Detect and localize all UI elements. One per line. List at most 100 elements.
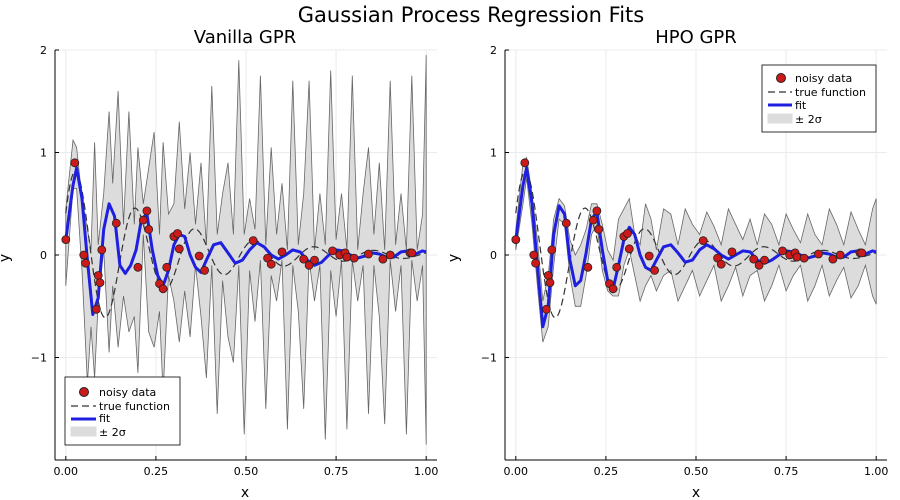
- figure-title: Gaussian Process Regression Fits: [298, 3, 644, 27]
- data-point: [162, 262, 172, 272]
- data-point: [857, 248, 867, 258]
- fit-line: [64, 166, 427, 316]
- y-tick-label: 1: [40, 147, 47, 160]
- data-point: [583, 262, 593, 272]
- data-point: [644, 251, 654, 261]
- x-tick-label: 0.25: [144, 465, 169, 478]
- fit-path: [64, 166, 427, 316]
- data-point: [623, 229, 632, 238]
- panel-hpo-gpr: HPO GPR 0.00 0.25 0.50 0.75 1.00 −1 0 1 2 x y n…: [446, 27, 888, 500]
- data-point: [608, 284, 618, 294]
- data-point: [138, 215, 148, 225]
- data-point: [364, 249, 373, 259]
- x-tick-label: 0.75: [774, 465, 799, 478]
- data-point: [349, 253, 359, 263]
- legend-label-band: ± 2σ: [99, 426, 126, 439]
- legend: noisy data true function fit ± 2σ: [761, 64, 877, 133]
- data-point: [133, 262, 143, 272]
- data-point: [542, 304, 551, 314]
- x-tick-label: 0.50: [234, 465, 259, 478]
- legend-label-true-function: true function: [795, 86, 866, 99]
- data-point: [698, 236, 708, 246]
- data-point: [385, 250, 395, 260]
- y-tick-label: 0: [490, 249, 497, 262]
- data-point: [778, 246, 787, 256]
- x-tick-label: 0.75: [324, 465, 349, 478]
- data-point: [200, 265, 210, 275]
- data-point: [70, 158, 80, 168]
- data-point: [111, 218, 121, 228]
- data-point: [97, 245, 107, 255]
- y-tick-labels: −1 0 1 2: [31, 44, 59, 365]
- data-point: [792, 252, 802, 262]
- panel-title: HPO GPR: [655, 27, 737, 48]
- data-point: [299, 254, 309, 264]
- data-point: [378, 254, 388, 264]
- data-point: [266, 259, 276, 269]
- y-tick-label: 0: [40, 249, 47, 262]
- legend-label-noisy-data: noisy data: [795, 72, 852, 85]
- data-point: [328, 246, 337, 256]
- x-tick-labels: 0.00 0.25 0.50 0.75 1.00: [504, 456, 889, 478]
- data-point: [61, 235, 71, 245]
- data-point: [407, 248, 417, 258]
- data-point: [650, 265, 659, 275]
- fit-line: [514, 166, 877, 329]
- data-point: [749, 254, 759, 264]
- data-point: [545, 278, 555, 288]
- x-tick-labels: 0.00 0.25 0.50 0.75 1.00: [54, 456, 439, 478]
- data-point: [142, 206, 152, 216]
- legend-label-fit: fit: [795, 99, 807, 112]
- data-point: [612, 262, 622, 272]
- y-tick-label: 1: [490, 147, 497, 160]
- data-point: [561, 218, 571, 228]
- x-axis-label: x: [241, 485, 249, 500]
- data-point: [520, 158, 530, 168]
- data-point: [716, 259, 726, 269]
- y-tick-labels: −1 0 1 2: [481, 44, 509, 365]
- band-area: [65, 55, 427, 445]
- data-point: [799, 253, 809, 263]
- legend-marker-noisy-data: [79, 387, 89, 397]
- data-point: [342, 252, 352, 262]
- y-axis-label: y: [0, 254, 13, 262]
- data-point: [760, 255, 769, 265]
- noisy-data-points: [511, 158, 867, 314]
- data-point: [81, 258, 90, 268]
- data-point: [144, 224, 154, 234]
- x-tick-label: 0.00: [54, 465, 79, 478]
- data-point: [543, 271, 553, 280]
- data-point: [194, 251, 204, 261]
- data-point: [511, 235, 521, 245]
- data-point: [594, 224, 604, 234]
- x-tick-label: 0.00: [504, 465, 529, 478]
- data-point: [248, 236, 258, 246]
- legend-marker-band: [70, 426, 97, 437]
- data-point: [92, 304, 101, 314]
- data-point: [531, 258, 540, 268]
- y-tick-label: 2: [40, 44, 47, 57]
- legend-label-noisy-data: noisy data: [99, 386, 156, 399]
- data-point: [93, 271, 103, 280]
- data-point: [529, 250, 539, 260]
- data-point: [727, 247, 737, 257]
- data-point: [588, 215, 598, 225]
- legend-label-fit: fit: [99, 412, 111, 425]
- uncertainty-band: [515, 156, 877, 343]
- y-tick-label: −1: [31, 352, 47, 365]
- x-tick-label: 1.00: [864, 465, 889, 478]
- x-tick-label: 0.25: [594, 465, 619, 478]
- data-point: [174, 244, 184, 254]
- fit-path: [514, 166, 877, 329]
- data-point: [835, 250, 845, 260]
- legend-marker-band: [767, 113, 793, 124]
- legend-marker-noisy-data: [776, 73, 786, 83]
- data-point: [304, 260, 314, 270]
- data-point: [310, 255, 319, 265]
- data-point: [547, 245, 557, 255]
- data-point: [592, 206, 602, 216]
- x-tick-label: 1.00: [414, 465, 439, 478]
- panel-title: Vanilla GPR: [194, 27, 296, 48]
- data-point: [828, 254, 838, 264]
